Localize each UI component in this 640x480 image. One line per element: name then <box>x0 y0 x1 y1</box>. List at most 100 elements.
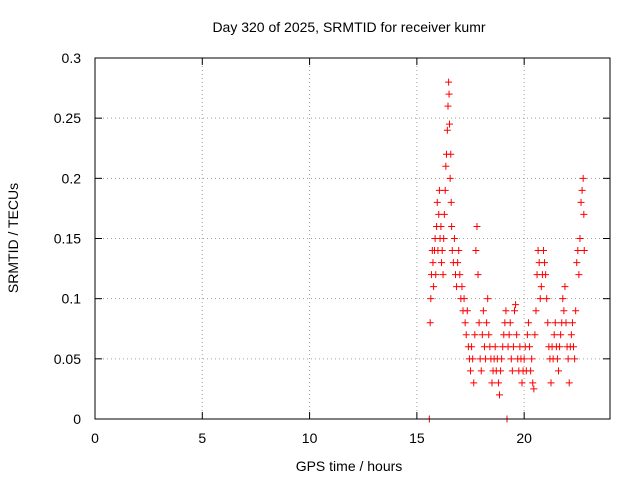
data-point <box>578 186 586 194</box>
data-point <box>574 247 582 255</box>
data-point <box>475 319 483 327</box>
data-point <box>444 102 452 110</box>
data-point <box>576 235 584 242</box>
data-point <box>468 343 476 351</box>
data-point <box>445 90 453 98</box>
data-point <box>479 307 487 315</box>
data-point <box>455 247 463 255</box>
data-point <box>497 367 505 375</box>
data-point <box>553 355 561 363</box>
data-point <box>520 355 528 363</box>
data-point <box>532 307 540 315</box>
data-points <box>425 78 588 423</box>
data-point <box>427 295 435 303</box>
data-point <box>463 307 471 315</box>
data-point <box>494 379 502 387</box>
data-point <box>572 307 580 315</box>
data-point <box>571 355 579 363</box>
data-point <box>575 271 583 279</box>
y-tick-label: 0 <box>73 411 81 427</box>
data-point <box>474 271 482 279</box>
data-point <box>512 301 520 309</box>
data-point <box>426 319 434 327</box>
data-point <box>440 210 448 218</box>
data-point <box>509 343 517 351</box>
data-point <box>527 367 535 375</box>
data-point <box>580 210 588 218</box>
data-point <box>471 331 479 339</box>
data-point <box>511 307 519 315</box>
data-point <box>524 319 532 327</box>
data-point <box>508 367 516 375</box>
data-point <box>539 247 547 255</box>
data-point <box>441 186 449 194</box>
data-point <box>438 259 446 267</box>
data-point <box>460 295 468 303</box>
data-point <box>568 319 576 327</box>
data-point <box>518 379 526 387</box>
data-point <box>560 307 568 315</box>
data-point <box>448 247 456 255</box>
axes: 0 0.05 0.1 0.15 0.2 0.25 0.3 0 5 10 15 20 <box>54 50 610 446</box>
data-point <box>505 331 513 339</box>
data-point <box>547 379 555 387</box>
data-point <box>531 331 539 339</box>
x-tick-label: 20 <box>516 430 532 446</box>
x-tick-label: 10 <box>302 430 318 446</box>
plot-frame <box>94 57 611 420</box>
data-point <box>579 174 587 182</box>
data-point <box>447 150 455 158</box>
data-point <box>450 235 458 242</box>
y-tick-label: 0.3 <box>62 50 82 66</box>
y-tick-label: 0.05 <box>54 351 81 367</box>
data-point <box>462 331 470 339</box>
data-point <box>437 222 445 230</box>
data-point <box>446 174 454 182</box>
data-point <box>550 331 558 339</box>
data-point <box>529 379 537 387</box>
data-point <box>454 259 462 267</box>
data-point <box>447 198 455 206</box>
data-point <box>484 295 492 303</box>
data-point <box>556 343 564 351</box>
data-point <box>544 319 552 327</box>
y-tick-label: 0.1 <box>62 291 82 307</box>
data-point <box>562 319 570 327</box>
data-point <box>513 331 521 339</box>
y-axis-label: SRMTID / TECUs <box>5 183 21 293</box>
data-point <box>472 247 480 255</box>
data-point <box>528 355 536 363</box>
data-point <box>498 355 506 363</box>
data-point <box>488 379 496 387</box>
x-axis-label: GPS time / hours <box>296 458 403 474</box>
y-tick-label: 0.15 <box>54 231 81 247</box>
data-point <box>445 120 453 128</box>
data-point <box>502 307 510 315</box>
data-point <box>467 367 475 375</box>
data-point <box>543 295 551 303</box>
data-point <box>526 343 534 351</box>
data-point <box>443 126 451 134</box>
data-point <box>456 271 464 279</box>
data-point <box>461 319 469 327</box>
data-point <box>557 331 565 339</box>
data-point <box>577 198 585 206</box>
data-point <box>537 283 545 291</box>
data-point <box>478 331 486 339</box>
data-point <box>565 379 573 387</box>
data-point <box>561 283 569 291</box>
data-point <box>555 367 562 375</box>
y-tick-label: 0.25 <box>54 110 81 126</box>
data-point <box>485 331 493 339</box>
data-point <box>567 331 575 339</box>
x-tick-label: 15 <box>409 430 425 446</box>
data-point <box>491 343 499 351</box>
x-tick-label: 0 <box>91 430 99 446</box>
data-point <box>542 271 550 279</box>
data-point <box>559 295 567 303</box>
data-point <box>564 355 572 363</box>
data-point <box>551 319 559 327</box>
data-point <box>495 391 503 399</box>
chart-title: Day 320 of 2025, SRMTID for receiver kum… <box>212 19 485 35</box>
